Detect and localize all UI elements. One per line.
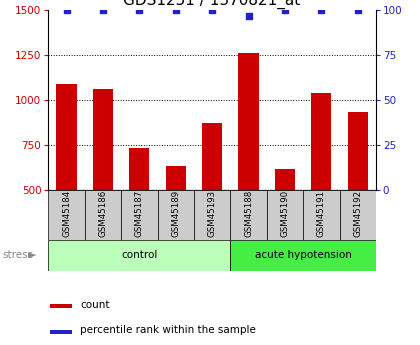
Bar <box>57 84 76 190</box>
Point <box>136 8 143 13</box>
Bar <box>194 190 230 240</box>
Bar <box>311 93 331 190</box>
Bar <box>348 112 368 190</box>
Bar <box>267 190 303 240</box>
Text: GSM45188: GSM45188 <box>244 190 253 237</box>
Point <box>172 8 179 13</box>
Title: GDS1251 / 1370821_at: GDS1251 / 1370821_at <box>123 0 301 9</box>
Text: GSM45189: GSM45189 <box>171 190 180 237</box>
Text: GSM45193: GSM45193 <box>207 190 217 237</box>
Text: GSM45191: GSM45191 <box>317 190 326 237</box>
Text: count: count <box>80 300 110 310</box>
Point <box>63 8 70 13</box>
Bar <box>48 190 85 240</box>
Text: GSM45186: GSM45186 <box>98 190 108 237</box>
Bar <box>50 330 71 334</box>
Point <box>281 8 288 13</box>
Text: GSM45184: GSM45184 <box>62 190 71 237</box>
Bar <box>165 166 186 190</box>
Bar <box>85 190 121 240</box>
Text: GSM45187: GSM45187 <box>135 190 144 237</box>
Bar <box>202 124 222 190</box>
Text: ►: ► <box>28 250 37 260</box>
Bar <box>339 190 376 240</box>
Bar <box>275 169 295 190</box>
Point <box>354 8 361 13</box>
Text: GSM45190: GSM45190 <box>281 190 289 237</box>
Text: percentile rank within the sample: percentile rank within the sample <box>80 325 256 335</box>
Bar <box>303 190 339 240</box>
Bar <box>239 53 259 190</box>
Bar <box>230 240 376 271</box>
Text: GSM45192: GSM45192 <box>353 190 362 237</box>
Bar <box>230 190 267 240</box>
Bar <box>129 148 150 190</box>
Text: acute hypotension: acute hypotension <box>255 250 352 260</box>
Text: stress: stress <box>2 250 33 260</box>
Point <box>100 8 106 13</box>
Point <box>209 8 215 13</box>
Bar <box>48 240 230 271</box>
Point <box>318 8 325 13</box>
Point <box>245 13 252 19</box>
Bar <box>50 304 71 308</box>
Text: control: control <box>121 250 158 260</box>
Bar <box>158 190 194 240</box>
Bar <box>121 190 158 240</box>
Bar <box>93 89 113 190</box>
